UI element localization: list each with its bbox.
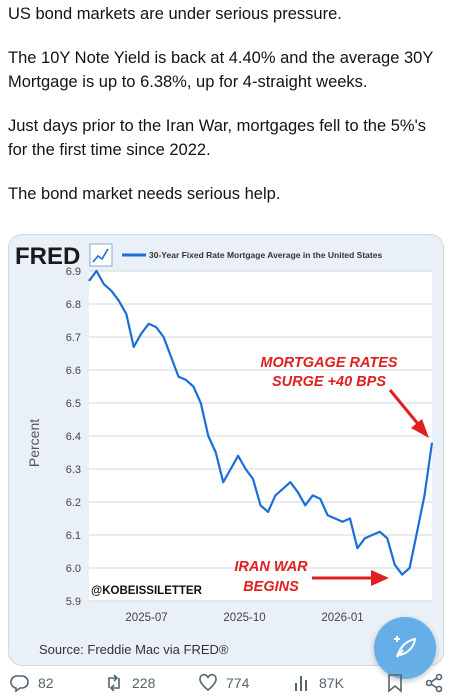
y-tick-label: 6.0 bbox=[66, 563, 81, 575]
chart-source: Source: Freddie Mac via FRED® bbox=[39, 642, 229, 657]
views-icon bbox=[295, 676, 307, 691]
x-tick-label: 2026-01 bbox=[321, 612, 363, 624]
action-bar: 82 228 774 87K bbox=[0, 673, 457, 699]
y-tick-label: 6.7 bbox=[66, 332, 81, 344]
repost-count: 228 bbox=[132, 675, 156, 691]
x-tick-label: 2025-10 bbox=[223, 612, 265, 624]
reply-button[interactable]: 82 bbox=[10, 673, 54, 693]
annotation-surge-line2: SURGE +40 BPS bbox=[272, 374, 386, 390]
annotation-iran-arrowhead bbox=[371, 570, 389, 586]
y-tick-label: 6.9 bbox=[66, 266, 81, 278]
share-button[interactable] bbox=[424, 673, 444, 693]
like-count: 774 bbox=[226, 675, 250, 691]
chart-image[interactable]: 5.9 6.0 6.1 6.2 6.3 6.4 6.5 6.6 6.7 6.8 6.9 2025-0… bbox=[8, 234, 444, 666]
series-line-mortgage-rate bbox=[88, 269, 434, 576]
grid-lines bbox=[89, 270, 432, 602]
annotation-iran: IRAN WAR BEGINS bbox=[234, 559, 389, 595]
fred-chart-icon bbox=[89, 243, 113, 267]
share-icon bbox=[425, 673, 443, 693]
annotation-iran-line1: IRAN WAR bbox=[234, 559, 308, 575]
post-paragraph: Just days prior to the Iran War, mortgag… bbox=[8, 117, 426, 159]
annotation-surge-arrow bbox=[388, 389, 420, 425]
annotation-surge: MORTGAGE RATES SURGE +40 BPS bbox=[260, 355, 429, 438]
heart-icon bbox=[199, 673, 217, 692]
compose-icon bbox=[394, 636, 417, 658]
x-tick-label: 2025-07 bbox=[125, 612, 167, 624]
views-button[interactable]: 87K bbox=[293, 673, 344, 693]
y-axis-label: Percent bbox=[26, 419, 42, 467]
fred-brand: FRED bbox=[15, 243, 80, 270]
watermark: @KOBEISSILETTER bbox=[91, 585, 203, 597]
legend-label: 30-Year Fixed Rate Mortgage Average in t… bbox=[149, 250, 382, 260]
post-paragraph: US bond markets are under serious pressu… bbox=[8, 5, 342, 23]
post-paragraph: The 10Y Note Yield is back at 4.40% and … bbox=[8, 49, 434, 91]
y-tick-label: 6.5 bbox=[66, 398, 81, 410]
repost-button[interactable]: 228 bbox=[104, 673, 155, 693]
like-button[interactable]: 774 bbox=[198, 673, 249, 693]
bookmark-icon bbox=[388, 674, 402, 693]
annotation-iran-line2: BEGINS bbox=[243, 579, 299, 595]
y-tick-label: 6.2 bbox=[66, 497, 81, 509]
x-tick-labels: 2025-07 2025-10 2026-01 bbox=[125, 612, 363, 624]
bookmark-button[interactable] bbox=[386, 673, 404, 693]
fred-logo: FRED 30-Year Fixed Rate Mortgage Average… bbox=[15, 243, 382, 270]
annotation-surge-line1: MORTGAGE RATES bbox=[260, 355, 398, 371]
mortgage-rate-chart: 5.9 6.0 6.1 6.2 6.3 6.4 6.5 6.6 6.7 6.8 6.9 2025-0… bbox=[15, 243, 434, 657]
y-tick-label: 6.3 bbox=[66, 464, 81, 476]
y-tick-label: 6.6 bbox=[66, 365, 81, 377]
y-tick-label: 6.8 bbox=[66, 299, 81, 311]
reply-icon bbox=[10, 675, 29, 693]
post-text: US bond markets are under serious pressu… bbox=[8, 2, 448, 226]
views-count: 87K bbox=[319, 675, 344, 691]
y-tick-labels: 5.9 6.0 6.1 6.2 6.3 6.4 6.5 6.6 6.7 6.8 6.9 bbox=[66, 266, 81, 608]
y-tick-label: 6.1 bbox=[66, 530, 81, 542]
y-tick-label: 6.4 bbox=[66, 431, 81, 443]
post-paragraph: The bond market needs serious help. bbox=[8, 185, 281, 203]
reply-count: 82 bbox=[38, 675, 54, 691]
compose-button[interactable] bbox=[374, 617, 436, 679]
repost-icon bbox=[108, 674, 120, 692]
y-tick-label: 5.9 bbox=[66, 596, 81, 608]
annotation-surge-arrowhead bbox=[411, 419, 429, 438]
